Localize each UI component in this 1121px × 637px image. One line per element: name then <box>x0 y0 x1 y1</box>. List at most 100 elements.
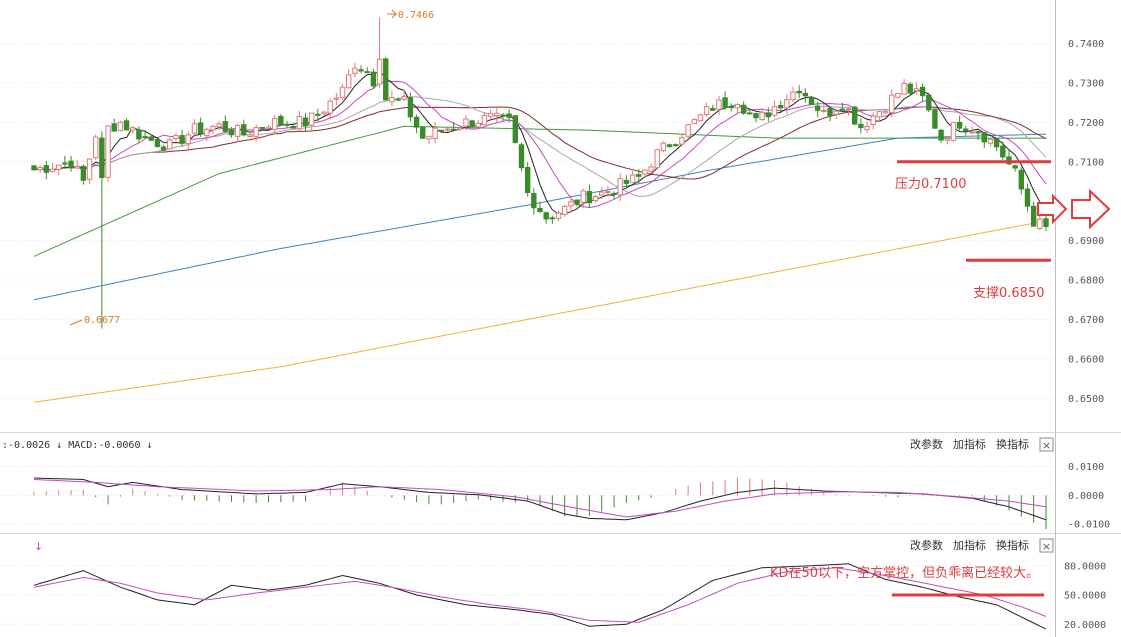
candle-body <box>549 217 556 220</box>
kd-axis: 80.0000 50.0000 20.0000 <box>1064 561 1106 631</box>
macd-histogram <box>33 477 1047 530</box>
kd-tick-label: 20.0000 <box>1064 620 1106 631</box>
main-gridlines <box>0 42 1055 399</box>
candle-body <box>926 94 932 111</box>
candle-body <box>858 123 864 129</box>
candle-body <box>605 190 611 194</box>
candle-body <box>654 149 660 169</box>
macd-switch-indicator-button[interactable]: 换指标 <box>996 437 1029 451</box>
candle-body <box>191 123 198 134</box>
kd-add-indicator-button[interactable]: 加指标 <box>953 538 986 552</box>
candle-body <box>666 144 673 148</box>
kd-switch-indicator-button[interactable]: 换指标 <box>996 538 1029 552</box>
candle-body <box>117 121 124 131</box>
ma250-line <box>33 220 1047 403</box>
macd-add-indicator-button[interactable]: 加指标 <box>953 437 986 451</box>
candle-body <box>123 120 130 131</box>
candle-body <box>629 174 636 183</box>
candle-body <box>518 144 525 169</box>
high-marker-label: 0.7466 <box>398 10 434 21</box>
candle-body <box>895 92 901 98</box>
candlestick-series <box>31 17 1049 329</box>
candle-body <box>531 193 537 209</box>
price-tick-label: 0.7200 <box>1068 118 1104 129</box>
candle-body <box>327 100 333 114</box>
candle-body <box>463 118 469 127</box>
candle-body <box>315 113 321 116</box>
macd-lines <box>33 477 1047 521</box>
macd-axis: 0.0100 0.0000 -0.0100 <box>1068 462 1110 531</box>
candle-body <box>494 112 500 117</box>
candle-body <box>987 138 994 144</box>
candle-body <box>870 115 876 126</box>
candle-body <box>210 126 216 131</box>
candle-body <box>438 129 444 132</box>
candle-body <box>321 111 327 115</box>
candle-body <box>487 112 494 117</box>
candle-body <box>944 138 950 141</box>
candle-body <box>808 97 815 105</box>
candle-body <box>747 112 753 115</box>
candle-body <box>469 120 475 127</box>
kd-change-params-button[interactable]: 改参数 <box>910 538 943 552</box>
macd-tick-label: 0.0100 <box>1068 462 1104 473</box>
candle-body <box>241 124 247 136</box>
candle-body <box>537 207 543 212</box>
price-tick-label: 0.7400 <box>1068 39 1104 50</box>
macd-header: :-0.0026 ↓ MACD:-0.0060 ↓ <box>2 440 153 451</box>
candle-body <box>636 174 642 177</box>
candle-body <box>426 135 432 140</box>
price-tick-label: 0.6900 <box>1068 236 1104 247</box>
macd-gridlines <box>0 466 1055 525</box>
kd-tick-label: 80.0000 <box>1064 561 1106 572</box>
candle-body <box>790 91 796 101</box>
right-arrow-icon <box>1037 188 1111 230</box>
macd-toolbar: 改参数 加指标 换指标 × <box>910 437 1054 452</box>
candle-body <box>617 178 623 196</box>
candle-body <box>969 131 975 134</box>
candle-body <box>611 192 617 195</box>
candle-body <box>265 126 272 129</box>
candle-body <box>833 110 839 115</box>
candle-body <box>31 165 37 171</box>
candle-body <box>907 83 913 94</box>
ma120-line <box>33 133 1047 301</box>
candle-body <box>43 165 50 173</box>
candle-body <box>500 114 506 117</box>
candle-body <box>253 127 259 137</box>
macd-change-params-button[interactable]: 改参数 <box>910 437 943 451</box>
candle-body <box>623 179 630 184</box>
candle-body <box>642 169 648 175</box>
candle-body <box>956 121 963 129</box>
candle-body <box>691 119 697 125</box>
candle-body <box>247 134 253 137</box>
candle-body <box>586 190 593 204</box>
candle-body <box>950 121 957 141</box>
candle-body <box>685 124 691 137</box>
candle-body <box>839 108 846 111</box>
candle-body <box>913 88 920 92</box>
candle-body <box>882 110 889 114</box>
candle-body <box>506 113 512 118</box>
candle-body <box>457 127 463 130</box>
macd-tick-label: -0.0100 <box>1068 520 1110 531</box>
candle-body <box>876 111 883 118</box>
resistance-label: 压力0.7100 <box>895 177 967 192</box>
candle-body <box>450 128 457 131</box>
candle-body <box>444 128 451 131</box>
candle-body <box>938 129 944 141</box>
candle-body <box>512 115 519 144</box>
candle-body <box>154 139 161 148</box>
candle-body <box>852 106 858 125</box>
candle-body <box>864 125 870 131</box>
kd-close-button[interactable] <box>1039 538 1054 553</box>
candle-body <box>481 115 488 126</box>
candle-body <box>376 58 383 85</box>
candle-body <box>673 144 679 147</box>
candle-body <box>710 107 716 111</box>
macd-close-button[interactable] <box>1039 437 1054 452</box>
candle-body <box>278 115 284 125</box>
candle-body <box>1024 188 1031 207</box>
candle-body <box>167 139 173 150</box>
